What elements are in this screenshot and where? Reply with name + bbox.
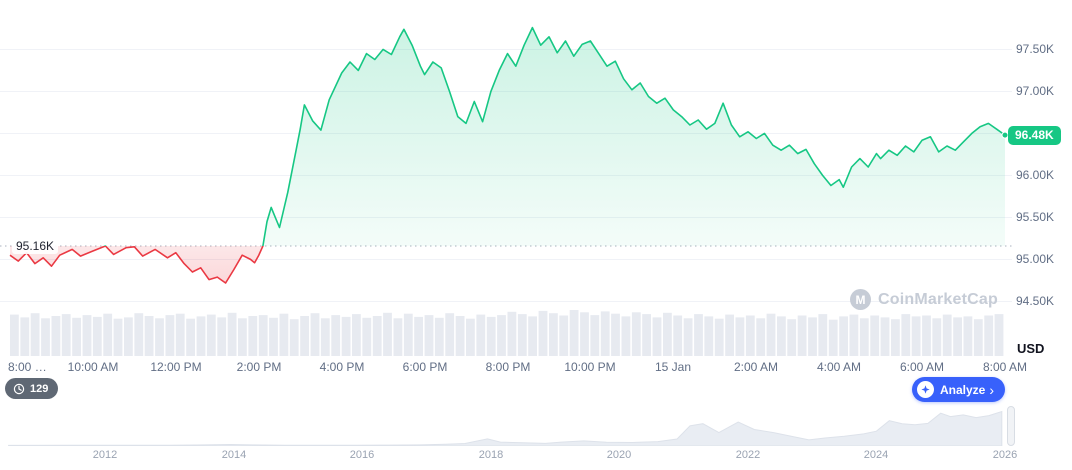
x-axis-label: 15 Jan (654, 360, 692, 374)
y-axis-label: 95.00K (1016, 252, 1055, 266)
price-chart[interactable] (0, 0, 1012, 356)
x-axis-label: 4:00 AM (816, 360, 862, 374)
brush-year-label: 2012 (92, 449, 118, 461)
analyze-button[interactable]: Analyze › (911, 377, 1005, 402)
brush-year-label: 2016 (349, 449, 375, 461)
brush-year-label: 2024 (863, 449, 889, 461)
countdown-badge[interactable]: 129 (5, 378, 59, 399)
last-price-badge: 96.48K (1008, 126, 1061, 145)
analyze-label: Analyze (939, 382, 986, 397)
analyze-ai-icon (916, 381, 934, 398)
brush-year-label: 2018 (478, 449, 504, 461)
x-axis-label: 10:00 AM (67, 360, 119, 374)
history-brush-chart[interactable] (0, 406, 1012, 446)
x-axis-label: 2:00 AM (733, 360, 779, 374)
x-axis-label: 6:00 AM (899, 360, 945, 374)
currency-label: USD (1017, 341, 1045, 356)
brush-year-label: 2026 (992, 449, 1018, 461)
y-axis-label: 95.50K (1016, 210, 1055, 224)
y-axis-label: 97.00K (1016, 84, 1055, 98)
clock-icon (13, 383, 25, 394)
baseline-price-label: 95.16K (12, 238, 59, 254)
chevron-right-icon: › (989, 381, 994, 398)
y-axis-label: 97.50K (1016, 42, 1055, 56)
y-axis-label: 96.00K (1016, 168, 1055, 182)
x-axis-label: 8:00 PM (485, 360, 531, 374)
brush-year-label: 2022 (735, 449, 761, 461)
x-axis-label: 8:00 AM (982, 360, 1028, 374)
x-axis-label: 10:00 PM (564, 360, 616, 374)
x-axis-label: 4:00 PM (319, 360, 365, 374)
y-axis-label: 94.50K (1016, 294, 1055, 308)
brush-year-label: 2020 (606, 449, 632, 461)
x-axis-label: 8:00 … (8, 360, 47, 374)
x-axis-label: 12:00 PM (150, 360, 202, 374)
x-axis-label: 2:00 PM (236, 360, 282, 374)
watermark-text: CoinMarketCap (878, 290, 998, 308)
brush-year-label: 2014 (221, 449, 247, 461)
countdown-value: 129 (30, 382, 49, 395)
coinmarketcap-watermark: M CoinMarketCap (850, 289, 998, 310)
x-axis: 8:00 … 10:00 AM 12:00 PM 2:00 PM 4:00 PM 6:00… (0, 360, 1040, 376)
coinmarketcap-logo-icon: M (850, 289, 871, 310)
sparkle-icon (921, 385, 930, 394)
brush-handle[interactable] (1007, 406, 1015, 446)
x-axis-label: 6:00 PM (402, 360, 448, 374)
